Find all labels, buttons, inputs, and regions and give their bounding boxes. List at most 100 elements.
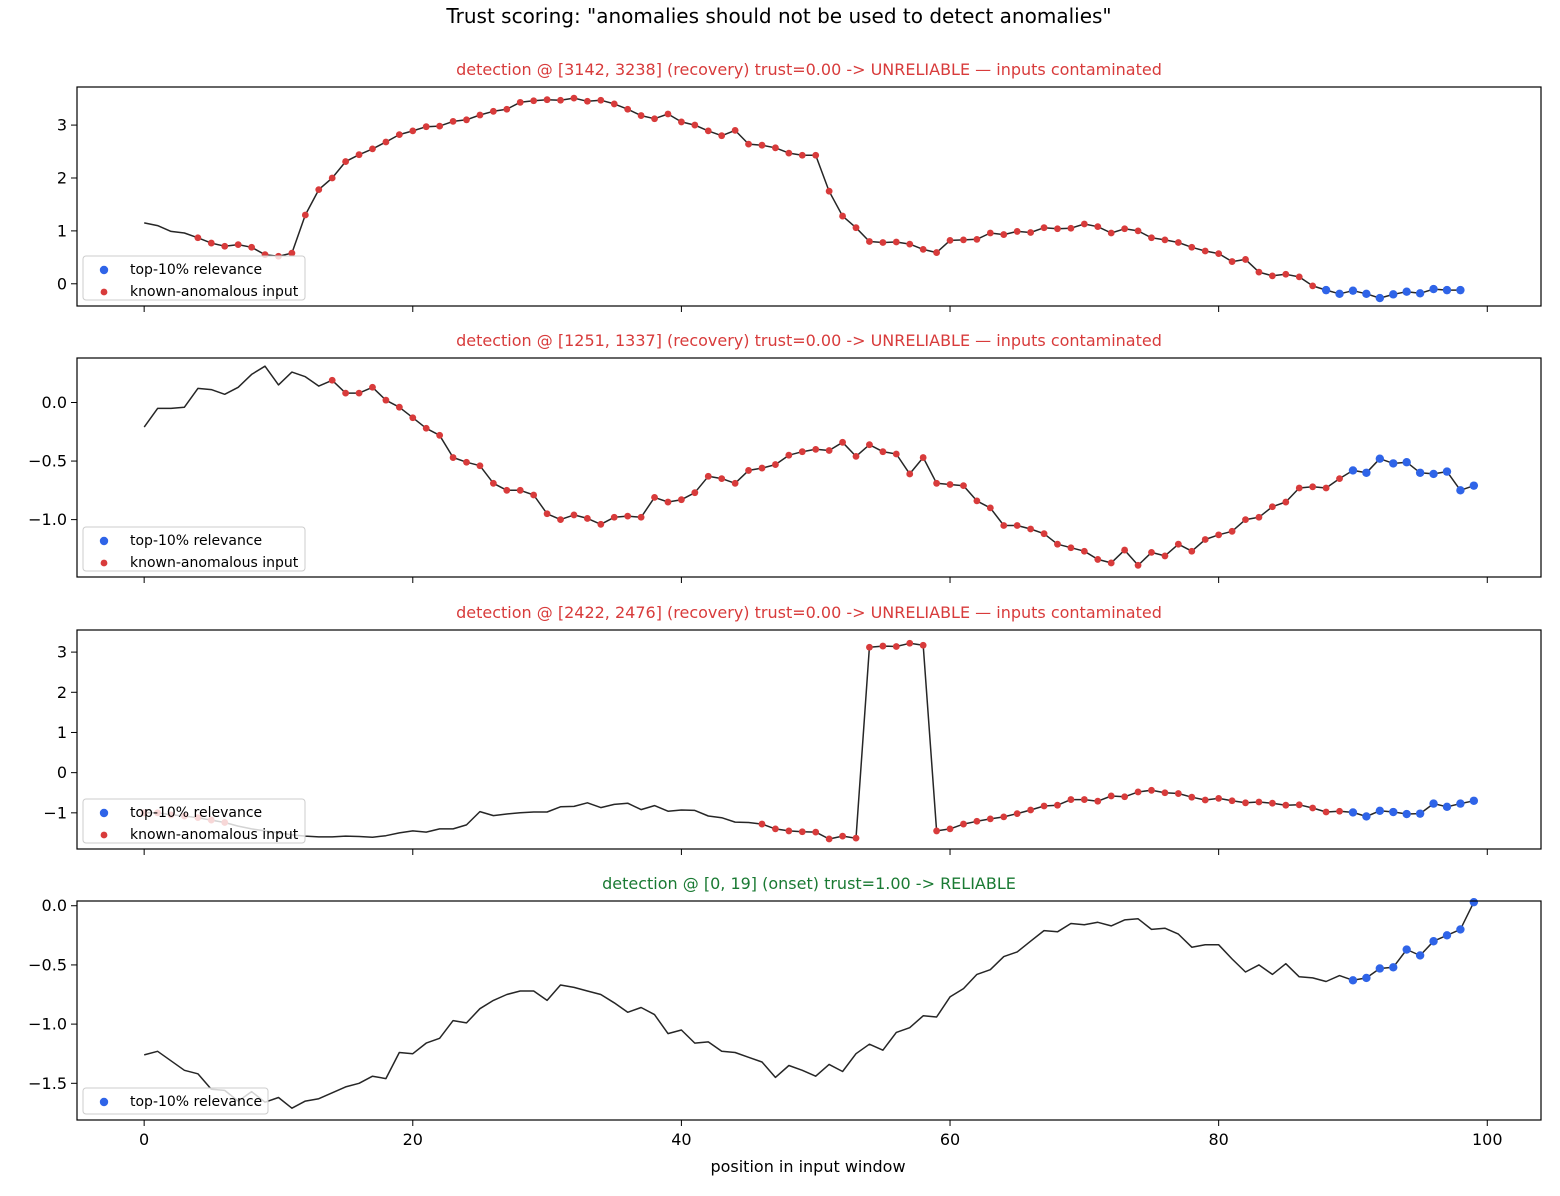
relevance-point [1469, 897, 1479, 907]
anomalous-point [664, 110, 672, 118]
anomalous-point [1242, 256, 1249, 263]
anomalous-point [1161, 236, 1169, 244]
anomalous-point [704, 472, 712, 480]
anomalous-point [369, 383, 376, 391]
anomalous-point [1121, 546, 1129, 554]
anomalous-point [1228, 797, 1236, 805]
anomalous-point [798, 828, 806, 836]
anomalous-point [315, 186, 323, 194]
anomalous-point [718, 132, 726, 140]
y-tick-label: 0.0 [42, 393, 67, 412]
anomalous-point [1027, 525, 1035, 533]
legend-anomalous-marker [100, 288, 108, 296]
anomalous-point [1268, 272, 1276, 280]
anomalous-point [933, 249, 940, 256]
anomalous-point [1094, 223, 1102, 231]
anomalous-point [1336, 475, 1343, 483]
anomalous-point [395, 403, 403, 411]
anomalous-point [328, 376, 336, 384]
anomalous-point [852, 834, 860, 842]
relevance-point [1456, 486, 1465, 495]
anomalous-point [597, 520, 605, 528]
relevance-point [1442, 802, 1452, 812]
chart-panel-2: detection @ [1251, 1337] (recovery) trus… [28, 331, 1542, 583]
relevance-point [1389, 290, 1398, 299]
legend-label: known-anomalous input [130, 827, 299, 843]
anomalous-point [892, 643, 900, 650]
anomalous-point [906, 470, 914, 478]
anomalous-point [986, 229, 994, 237]
relevance-point [1362, 812, 1371, 821]
legend-relevance-marker [99, 265, 109, 275]
legend-label: top-10% relevance [130, 1094, 262, 1110]
anomalous-point [933, 827, 940, 835]
legend-label: top-10% relevance [130, 262, 262, 278]
anomalous-point [825, 447, 833, 454]
relevance-point [1415, 289, 1425, 298]
anomalous-point [1188, 243, 1196, 251]
relevance-point [1415, 951, 1425, 960]
anomalous-point [1094, 797, 1102, 805]
anomalous-point [691, 121, 699, 129]
anomalous-point [583, 515, 591, 522]
legend: top-10% relevance known-anomalous input [82, 255, 306, 301]
anomalous-point [731, 126, 739, 134]
relevance-point [1362, 289, 1371, 299]
anomalous-point [1040, 802, 1048, 810]
x-tick-label: 60 [940, 1130, 960, 1149]
anomalous-point [328, 174, 336, 182]
anomalous-point [919, 245, 927, 253]
anomalous-point [839, 438, 846, 446]
legend-box [82, 526, 306, 572]
x-tick-label: 40 [671, 1130, 691, 1149]
legend-anomalous-marker [100, 559, 108, 567]
anomalous-point [1215, 794, 1223, 802]
anomalous-point [651, 115, 658, 123]
anomalous-point [678, 496, 685, 504]
anomalous-point [516, 98, 524, 106]
anomalous-point [1134, 561, 1142, 569]
anomalous-point [248, 243, 256, 251]
anomalous-point [1228, 258, 1236, 265]
anomalous-point [1215, 531, 1223, 539]
anomalous-point [866, 643, 873, 651]
anomalous-point [1282, 498, 1290, 506]
relevance-point [1375, 293, 1385, 303]
x-tick-label: 20 [403, 1130, 423, 1149]
relevance-point [1402, 945, 1411, 954]
anomalous-point [530, 97, 538, 105]
anomalous-point [1242, 799, 1249, 807]
anomalous-point [1148, 786, 1155, 794]
anomalous-point [1255, 268, 1263, 276]
anomalous-point [1054, 540, 1061, 548]
anomalous-point [530, 491, 538, 499]
anomalous-point [879, 642, 887, 650]
panel-title: detection @ [1251, 1337] (recovery) trus… [456, 331, 1162, 350]
x-axis-label: position in input window [710, 1157, 905, 1176]
anomalous-point [866, 441, 873, 449]
relevance-point [1442, 467, 1452, 476]
y-tick-label: 2 [57, 683, 67, 702]
anomalous-point [1336, 807, 1343, 815]
anomalous-point [1255, 798, 1263, 806]
anomalous-point [342, 389, 350, 397]
x-tick-label: 100 [1472, 1130, 1503, 1149]
anomalous-point [1067, 224, 1075, 232]
anomalous-point [960, 820, 967, 828]
panel-title: detection @ [3142, 3238] (recovery) trus… [456, 60, 1162, 79]
anomalous-point [718, 475, 726, 483]
anomalous-point [382, 138, 390, 146]
anomalous-point [409, 127, 417, 135]
anomalous-point [772, 144, 779, 152]
anomalous-point [449, 117, 457, 125]
anomalous-point [946, 237, 954, 244]
anomalous-point [986, 504, 994, 512]
anomalous-point [476, 111, 484, 119]
anomalous-point [785, 451, 793, 459]
anomalous-point [704, 127, 712, 135]
y-tick-label: −0.5 [28, 452, 67, 471]
anomalous-point [1134, 788, 1142, 796]
anomalous-point [812, 151, 820, 159]
anomalous-point [1027, 806, 1035, 814]
